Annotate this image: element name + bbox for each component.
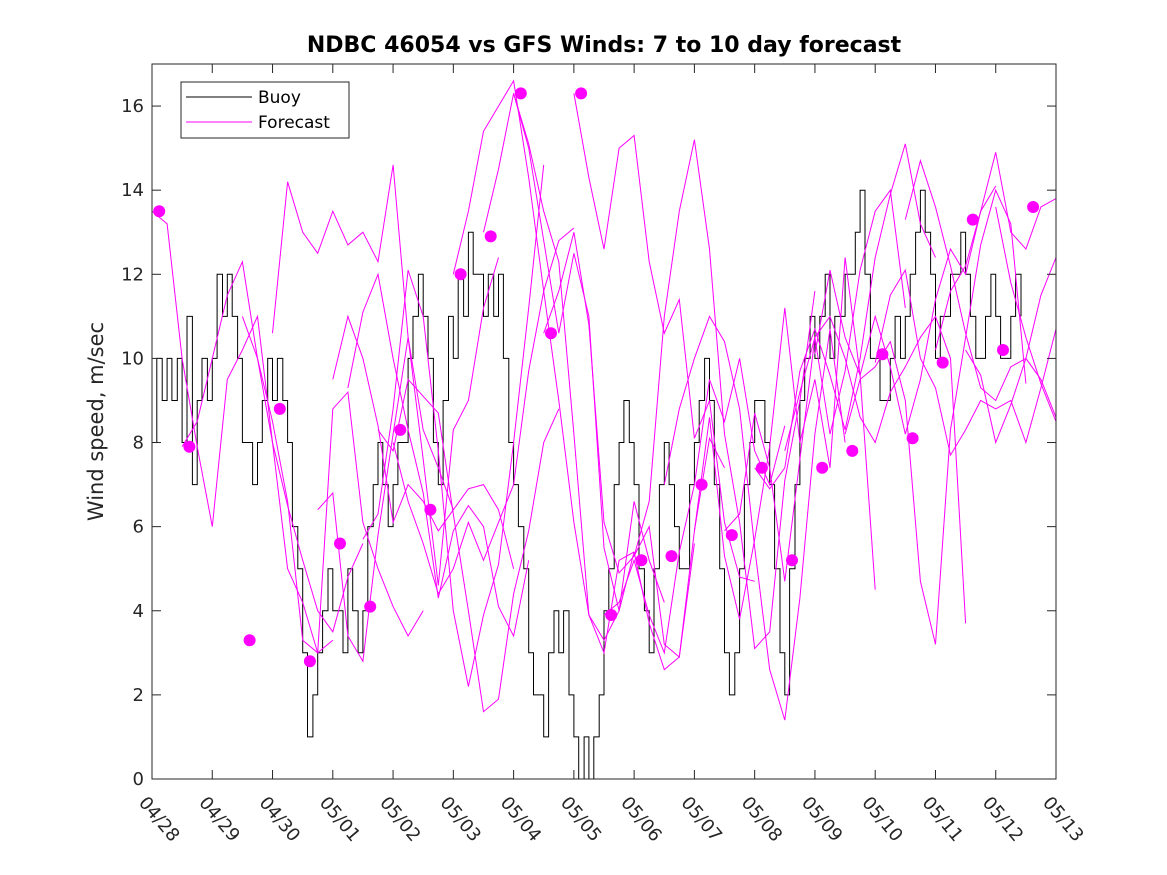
forecast-line-25 [904, 158, 1057, 402]
forecast-line-7 [362, 164, 545, 687]
forecast-marker [755, 461, 768, 474]
axes-frame [151, 63, 1057, 780]
forecast-marker [243, 634, 256, 647]
legend: Buoy Forecast [180, 81, 350, 139]
forecast-marker [695, 478, 708, 491]
forecast-line-4 [317, 257, 499, 663]
forecast-line-23 [844, 188, 1027, 645]
forecast-marker [454, 268, 467, 281]
forecast-line-26 [935, 152, 1057, 351]
forecast-marker [424, 503, 437, 516]
chart-title: NDBC 46054 vs GFS Winds: 7 to 10 day for… [307, 33, 902, 58]
legend-box [180, 81, 350, 139]
forecast-line-17 [663, 315, 846, 721]
forecast-line-27 [965, 349, 1057, 445]
y-axis-label: Wind speed, m/sec [84, 322, 108, 521]
y-tick-label: 4 [133, 601, 144, 622]
forecast-line-0 [151, 210, 334, 654]
forecast-marker [153, 205, 166, 218]
forecast-marker [394, 423, 407, 436]
y-tick-label: 12 [121, 264, 144, 285]
forecast-line-16 [633, 139, 816, 650]
forecast-line-6 [347, 272, 530, 638]
forecast-line-8 [377, 378, 560, 713]
forecast-marker [545, 327, 557, 340]
forecast-marker [575, 87, 588, 100]
forecast-marker [484, 230, 497, 243]
forecast-marker [665, 550, 678, 563]
forecast-marker [966, 213, 979, 226]
forecast-line-2 [241, 316, 424, 654]
y-tick-label: 8 [133, 433, 144, 454]
forecast-line-15 [603, 358, 786, 655]
y-tick-label: 2 [133, 685, 144, 706]
y-tick-label: 14 [121, 180, 144, 201]
forecast-series [151, 79, 1057, 721]
forecast-marker [1027, 201, 1040, 213]
forecast-line-5 [332, 314, 515, 569]
forecast-marker [514, 87, 527, 100]
forecast-marker [183, 440, 196, 453]
forecast-marker [303, 655, 316, 668]
forecast-marker [635, 554, 648, 567]
forecast-marker [846, 444, 859, 457]
forecast-marker [906, 432, 919, 445]
forecast-line-21 [784, 315, 967, 624]
forecast-line-28 [995, 206, 1057, 422]
forecast-line-22 [814, 185, 997, 435]
forecast-marker [334, 537, 346, 550]
forecast-line-24 [874, 268, 1057, 457]
y-tick-label: 10 [121, 348, 144, 369]
forecast-line-20 [754, 143, 936, 490]
forecast-line-18 [693, 257, 876, 620]
forecast-marker [605, 609, 618, 621]
forecast-markers [153, 87, 1040, 668]
forecast-line-14 [573, 93, 755, 582]
forecast-line-3 [272, 164, 454, 510]
forecast-line-10 [452, 79, 635, 655]
y-axis-ticks: 0 2 4 6 8 10 12 14 16 [121, 96, 1056, 790]
forecast-line-1 [181, 259, 364, 633]
forecast-marker [273, 402, 286, 415]
legend-buoy-label: Buoy [258, 88, 301, 108]
forecast-marker [997, 344, 1009, 356]
forecast-marker [876, 348, 889, 361]
forecast-line-12 [513, 93, 695, 671]
y-tick-label: 16 [121, 96, 144, 117]
forecast-marker [364, 600, 377, 613]
y-tick-label: 6 [133, 517, 144, 538]
forecast-marker [725, 529, 738, 542]
y-tick-label: 0 [133, 769, 144, 790]
forecast-marker [786, 554, 798, 567]
forecast-marker [936, 356, 949, 369]
forecast-marker [816, 461, 829, 474]
legend-forecast-label: Forecast [258, 113, 330, 133]
